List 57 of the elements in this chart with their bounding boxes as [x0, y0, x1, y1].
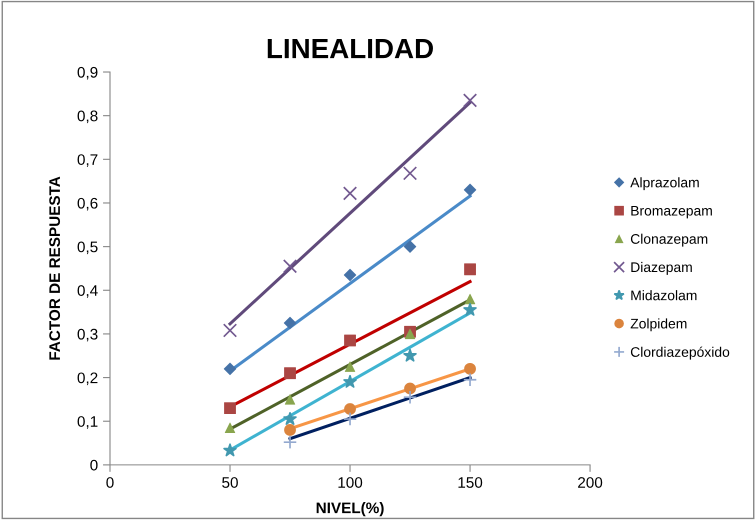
point — [404, 382, 416, 394]
x-tick-label: 0 — [106, 477, 114, 488]
point — [282, 259, 298, 274]
legend-label: Midazolam — [631, 290, 696, 300]
y-tick-label: 0 — [90, 460, 98, 471]
point — [344, 268, 356, 282]
chart-title: LINEALIDAD — [268, 39, 433, 58]
point — [404, 328, 416, 340]
point — [464, 263, 476, 276]
point — [462, 372, 478, 387]
point — [284, 424, 296, 436]
point — [342, 412, 358, 426]
legend-label: Clordiazepóxido — [630, 346, 730, 360]
point — [284, 316, 296, 330]
point — [464, 294, 476, 304]
point — [344, 361, 356, 372]
point — [464, 362, 476, 375]
y-tick-label: 0,7 — [78, 154, 98, 167]
y-tick-label: 0,6 — [78, 198, 98, 210]
point — [464, 184, 476, 196]
point — [344, 403, 356, 415]
point — [342, 186, 358, 200]
y-tick-label: 0,5 — [78, 241, 98, 254]
point — [222, 323, 238, 338]
point — [344, 334, 356, 346]
point — [284, 394, 296, 405]
point — [462, 93, 478, 108]
point — [283, 412, 297, 425]
y-tick-label: 0,1 — [78, 416, 98, 429]
legend-label: Zolpidem — [630, 318, 686, 332]
point — [284, 367, 296, 380]
x-axis-title: NIVEL(%) — [316, 502, 384, 516]
point — [463, 302, 477, 316]
legend-label: Alprazolam — [630, 177, 699, 190]
y-axis-title: FACTOR DE RESPUESTA — [49, 176, 60, 360]
y-tick-label: 0,8 — [78, 110, 98, 124]
x-tick-label: 50 — [222, 477, 238, 488]
point — [224, 362, 236, 376]
y-tick-label: 0,2 — [78, 372, 98, 386]
point — [224, 402, 236, 414]
x-tick-label: 200 — [578, 477, 602, 488]
point — [343, 374, 357, 388]
point — [224, 422, 236, 433]
point — [403, 348, 417, 362]
x-tick-label: 100 — [338, 477, 362, 488]
point — [402, 166, 418, 180]
y-tick-label: 0,3 — [78, 328, 98, 342]
point — [402, 390, 418, 404]
x-tick-label: 150 — [458, 477, 482, 488]
y-tick-label: 0,4 — [78, 285, 98, 298]
legend-label: Clonazepam — [630, 234, 708, 247]
y-tick-label: 0,9 — [78, 66, 98, 80]
legend-label: Diazepam — [631, 262, 692, 275]
point — [223, 443, 237, 456]
point — [404, 240, 416, 253]
legend-label: Bromazepam — [631, 206, 712, 218]
point — [282, 435, 298, 450]
